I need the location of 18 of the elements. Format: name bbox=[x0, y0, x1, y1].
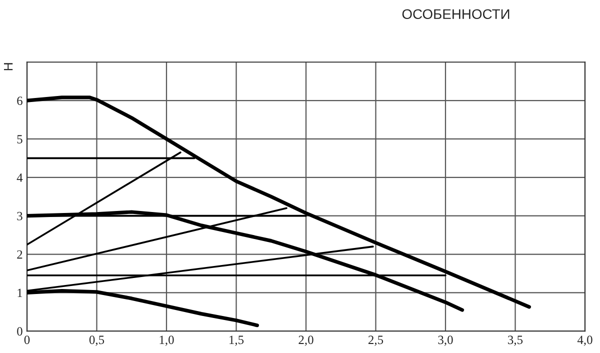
y-tick-label: 6 bbox=[17, 96, 22, 106]
x-tick-label: 3,0 bbox=[438, 336, 453, 346]
x-tick-label: 0,5 bbox=[89, 336, 104, 346]
y-tick-label: 4 bbox=[16, 174, 23, 182]
x-tick-label: 3,5 bbox=[508, 336, 523, 346]
y-tick-label: 2 bbox=[17, 250, 22, 259]
x-tick-label: 0 bbox=[24, 336, 30, 344]
y-tick-label: 3 bbox=[17, 212, 22, 220]
x-tick-label: 2,0 bbox=[298, 336, 314, 346]
y-tick-label: 5 bbox=[17, 135, 22, 144]
x-tick-label: 4,0 bbox=[577, 336, 592, 346]
y-tick-label: 0 bbox=[17, 327, 22, 336]
x-tick-label: 1,0 bbox=[160, 336, 174, 346]
x-tick-label: 2,5 bbox=[368, 336, 384, 346]
y-axis-title: H bbox=[4, 63, 13, 70]
x-tick-label: 1,5 bbox=[230, 336, 244, 346]
chart-title: ОСОБЕННОСТИ bbox=[402, 9, 510, 20]
y-tick-label: 1 bbox=[18, 288, 22, 298]
